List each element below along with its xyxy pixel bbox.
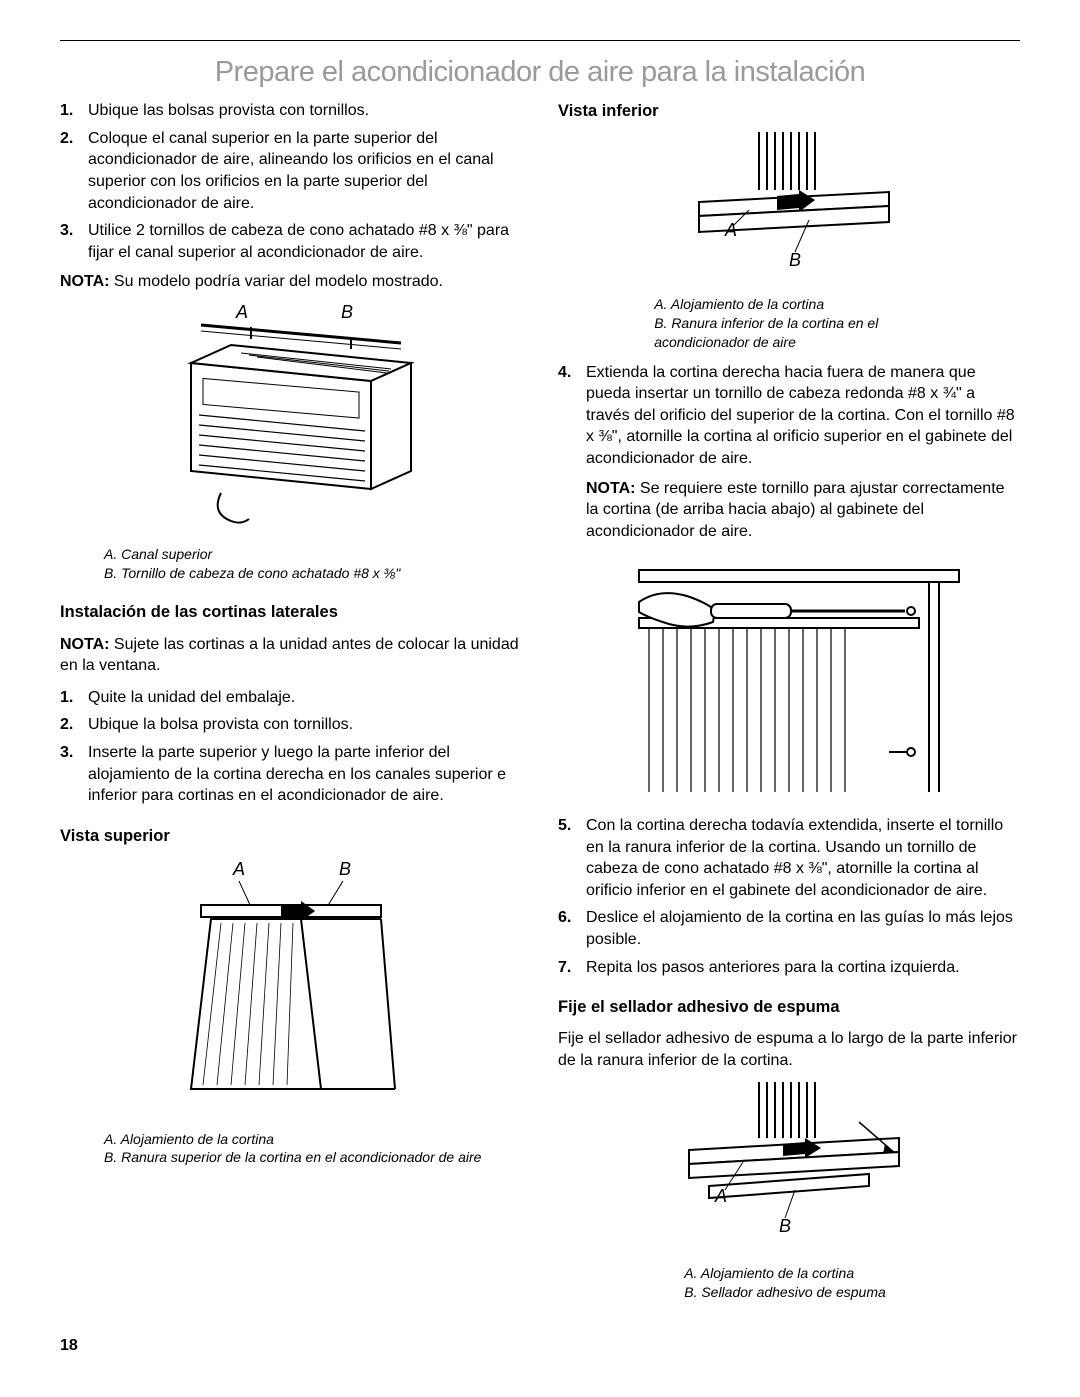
caption-line: A. Canal superior <box>104 545 522 564</box>
nota-label: NOTA: <box>60 273 109 290</box>
right-column: Vista inferior <box>558 100 1020 1312</box>
top-rule <box>60 40 1020 41</box>
caption-3: A. Alojamiento de la cortina B. Ranura i… <box>604 295 974 352</box>
figure-ac-unit: A B <box>60 303 522 540</box>
list-1: Ubique las bolsas provista con tornillos… <box>60 100 522 263</box>
caption-line: B. Ranura inferior de la cortina en el a… <box>654 314 974 352</box>
subhead-foam-seal: Fije el sellador adhesivo de espuma <box>558 996 1020 1018</box>
svg-text:B: B <box>341 303 353 322</box>
list-4: Extienda la cortina derecha hacia fuera … <box>558 362 1020 470</box>
figure-top-view: A B <box>60 857 522 1124</box>
caption-line: A. Alojamiento de la cortina <box>654 295 974 314</box>
foam-seal-illustration: A B <box>649 1082 929 1252</box>
nota-label: NOTA: <box>586 480 635 497</box>
top-view-illustration: A B <box>151 857 431 1117</box>
nota-text: Sujete las cortinas a la unidad antes de… <box>60 636 519 675</box>
svg-text:B: B <box>339 859 351 879</box>
list-item: Deslice el alojamiento de la cortina en … <box>558 907 1020 950</box>
figure-bottom-view: A B <box>558 132 1020 289</box>
nota-3: NOTA: Se requiere este tornillo para aju… <box>558 478 1020 543</box>
list-item: Inserte la parte superior y luego la par… <box>60 742 522 807</box>
page-number: 18 <box>60 1335 78 1357</box>
list-item: Ubique la bolsa provista con tornillos. <box>60 714 522 736</box>
svg-text:A: A <box>232 859 245 879</box>
figure-foam-seal: A B <box>558 1082 1020 1259</box>
svg-text:B: B <box>789 250 801 270</box>
left-column: Ubique las bolsas provista con tornillos… <box>60 100 522 1312</box>
list-5: Con la cortina derecha todavía extendida… <box>558 815 1020 978</box>
subhead-bottom-view: Vista inferior <box>558 100 1020 122</box>
list-item: Quite la unidad del embalaje. <box>60 687 522 709</box>
page-title: Prepare el acondicionador de aire para l… <box>60 53 1020 92</box>
screwdriver-illustration <box>609 552 969 802</box>
bottom-view-illustration: A B <box>659 132 919 282</box>
caption-2: A. Alojamiento de la cortina B. Ranura s… <box>104 1130 522 1168</box>
list-item: Repita los pasos anteriores para la cort… <box>558 957 1020 979</box>
caption-1: A. Canal superior B. Tornillo de cabeza … <box>104 545 522 583</box>
subhead-top-view: Vista superior <box>60 825 522 847</box>
list-item: Ubique las bolsas provista con tornillos… <box>60 100 522 122</box>
list-item: Extienda la cortina derecha hacia fuera … <box>558 362 1020 470</box>
list-item: Utilice 2 tornillos de cabeza de cono ac… <box>60 220 522 263</box>
nota-1: NOTA: Su modelo podría variar del modelo… <box>60 271 522 293</box>
caption-line: B. Sellador adhesivo de espuma <box>684 1283 974 1302</box>
caption-line: A. Alojamiento de la cortina <box>104 1130 522 1149</box>
ac-unit-illustration: A B <box>141 303 441 533</box>
list-item: Con la cortina derecha todavía extendida… <box>558 815 1020 901</box>
caption-5: A. Alojamiento de la cortina B. Sellador… <box>604 1264 974 1302</box>
nota-2: NOTA: Sujete las cortinas a la unidad an… <box>60 634 522 677</box>
nota-text: Se requiere este tornillo para ajustar c… <box>586 480 1005 540</box>
svg-text:A: A <box>724 220 737 240</box>
figure-screwdriver <box>558 552 1020 809</box>
two-column-layout: Ubique las bolsas provista con tornillos… <box>60 100 1020 1312</box>
caption-line: B. Ranura superior de la cortina en el a… <box>104 1148 522 1167</box>
caption-line: B. Tornillo de cabeza de cono achatado #… <box>104 564 522 583</box>
nota-text: Su modelo podría variar del modelo mostr… <box>109 273 443 290</box>
caption-line: A. Alojamiento de la cortina <box>684 1264 974 1283</box>
svg-text:B: B <box>779 1216 791 1236</box>
nota-label: NOTA: <box>60 636 109 653</box>
svg-text:A: A <box>235 303 248 322</box>
foam-seal-text: Fije el sellador adhesivo de espuma a lo… <box>558 1028 1020 1071</box>
list-2: Quite la unidad del embalaje. Ubique la … <box>60 687 522 807</box>
subhead-install-curtains: Instalación de las cortinas laterales <box>60 601 522 623</box>
list-item: Coloque el canal superior en la parte su… <box>60 128 522 214</box>
